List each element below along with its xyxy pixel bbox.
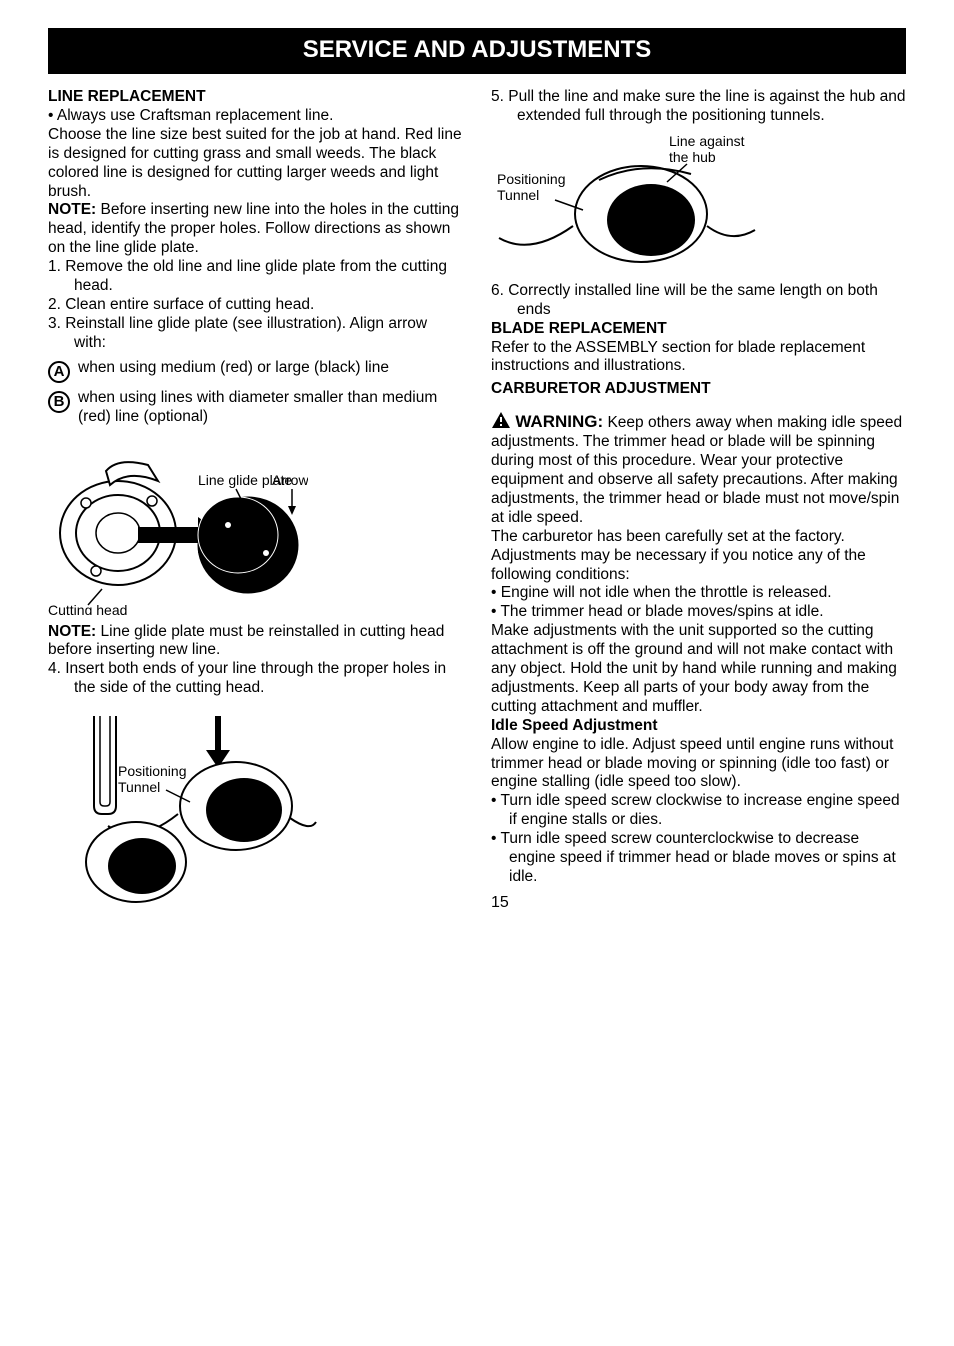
- option-b-row: B when using lines with diameter smaller…: [48, 389, 463, 427]
- figure-positioning-tunnel: Positioning Tunnel: [48, 706, 463, 906]
- para-choose-line: Choose the line size best suited for the…: [48, 126, 463, 202]
- bullet-no-idle: Engine will not idle when the throttle i…: [491, 584, 906, 603]
- label-line-against-hub: Line against the hub: [669, 134, 748, 165]
- label-cutting-head: Cutting head: [48, 602, 127, 615]
- label-positioning-tunnel-1: Positioning Tunnel: [118, 763, 190, 795]
- bullet-cw: Turn idle speed screw clockwise to incre…: [491, 792, 906, 830]
- figure-line-against-hub: Positioning Tunnel Line against the hub: [491, 134, 906, 274]
- circle-b-icon: B: [48, 391, 70, 413]
- step-4: 4. Insert both ends of your line through…: [48, 660, 463, 698]
- step-5: 5. Pull the line and make sure the line …: [491, 88, 906, 126]
- step-3: 3. Reinstall line glide plate (see illus…: [48, 315, 463, 353]
- heading-blade-replacement: BLADE REPLACEMENT: [491, 320, 906, 339]
- bullet-craftsman-line: Always use Craftsman replacement line.: [48, 107, 463, 126]
- note2-label: NOTE:: [48, 623, 96, 640]
- warning-triangle-icon: [491, 411, 511, 429]
- step-2: 2. Clean entire surface of cutting head.: [48, 296, 463, 315]
- section-banner: SERVICE AND ADJUSTMENTS: [48, 28, 906, 74]
- left-column: LINE REPLACEMENT Always use Craftsman re…: [48, 88, 463, 914]
- label-positioning-tunnel-2: Positioning Tunnel: [497, 171, 569, 203]
- option-a-row: A when using medium (red) or large (blac…: [48, 359, 463, 383]
- label-arrow: Arrow: [272, 472, 308, 488]
- note-reinstall-plate: NOTE: Line glide plate must be reinstall…: [48, 623, 463, 661]
- heading-carburetor: CARBURETOR ADJUSTMENT: [491, 380, 906, 399]
- para-blade-replacement: Refer to the ASSEMBLY section for blade …: [491, 339, 906, 377]
- heading-idle-speed: Idle Speed Adjustment: [491, 717, 906, 736]
- step-6: 6. Correctly installed line will be the …: [491, 282, 906, 320]
- heading-line-replacement: LINE REPLACEMENT: [48, 88, 463, 107]
- note-label: NOTE:: [48, 201, 96, 218]
- right-column: 5. Pull the line and make sure the line …: [491, 88, 906, 914]
- note2-text: Line glide plate must be reinstalled in …: [48, 623, 444, 659]
- para-idle-speed: Allow engine to idle. Adjust speed until…: [491, 736, 906, 793]
- para-make-adjustments: Make adjustments with the unit supported…: [491, 622, 906, 717]
- figure-cutting-head: Line glide plate Arrow Cutting head: [48, 435, 463, 615]
- warning-block: WARNING: Keep others away when making id…: [491, 409, 906, 527]
- bullet-moves-idle: The trimmer head or blade moves/spins at…: [491, 603, 906, 622]
- option-b-text: when using lines with diameter smaller t…: [78, 389, 463, 427]
- two-column-layout: LINE REPLACEMENT Always use Craftsman re…: [48, 88, 906, 914]
- page-number: 15: [491, 893, 906, 913]
- circle-a-icon: A: [48, 361, 70, 383]
- bullet-ccw: Turn idle speed screw counterclockwise t…: [491, 830, 906, 887]
- warning-label: WARNING:: [515, 412, 603, 431]
- note-before-inserting: NOTE: Before inserting new line into the…: [48, 201, 463, 258]
- option-a-text: when using medium (red) or large (black)…: [78, 359, 389, 378]
- para-carb-factory: The carburetor has been carefully set at…: [491, 528, 906, 585]
- note-text: Before inserting new line into the holes…: [48, 201, 459, 256]
- step-1: 1. Remove the old line and line glide pl…: [48, 258, 463, 296]
